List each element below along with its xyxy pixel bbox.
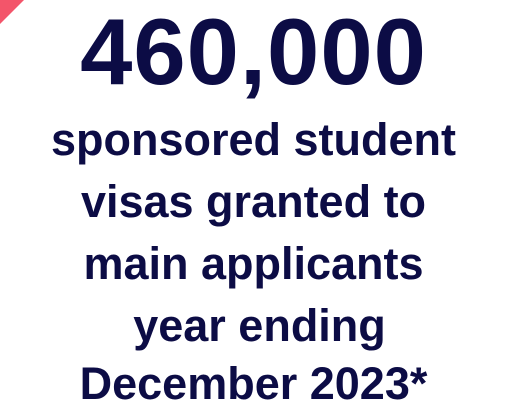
caption-line: main applicants bbox=[83, 238, 424, 289]
caption-line: visas granted to bbox=[80, 176, 427, 227]
caption-line: year ending bbox=[133, 300, 386, 351]
caption-line: December 2023* bbox=[79, 358, 428, 409]
corner-accent-shape bbox=[0, 0, 28, 28]
headline-number: 460,000 bbox=[80, 0, 427, 104]
caption-line: sponsored student bbox=[50, 114, 457, 165]
